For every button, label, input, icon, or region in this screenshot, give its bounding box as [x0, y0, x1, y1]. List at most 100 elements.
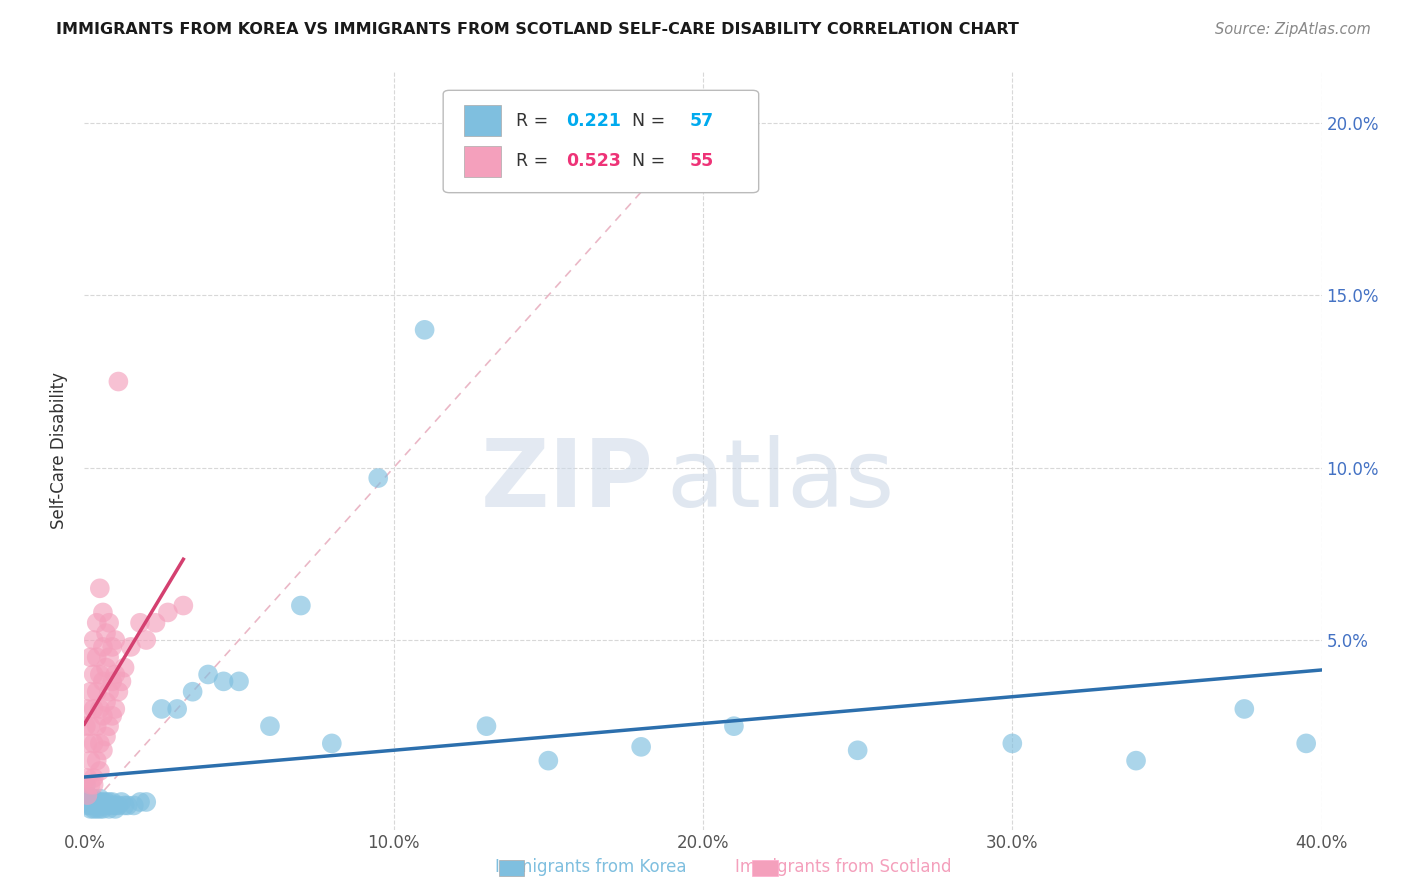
- Text: R =: R =: [516, 112, 554, 129]
- Point: [120, 640, 142, 654]
- Point: [110, 674, 132, 689]
- Point: [91, 708, 114, 723]
- Point: [114, 660, 136, 674]
- Point: [1295, 736, 1317, 750]
- Point: [630, 739, 652, 754]
- Point: [79, 798, 101, 813]
- Point: [76, 798, 98, 813]
- Point: [94, 660, 117, 674]
- Text: 0.523: 0.523: [565, 153, 620, 170]
- Point: [135, 633, 157, 648]
- Text: 0.221: 0.221: [565, 112, 620, 129]
- Point: [101, 795, 124, 809]
- Point: [76, 702, 98, 716]
- Text: ZIP: ZIP: [481, 434, 654, 527]
- Point: [79, 719, 101, 733]
- Point: [89, 736, 111, 750]
- Point: [94, 730, 117, 744]
- Point: [101, 674, 124, 689]
- Point: [94, 795, 117, 809]
- Point: [76, 788, 98, 802]
- Point: [94, 798, 117, 813]
- Point: [79, 650, 101, 665]
- Point: [172, 599, 194, 613]
- Point: [83, 802, 105, 816]
- Text: 57: 57: [689, 112, 713, 129]
- Point: [86, 684, 108, 698]
- Point: [79, 754, 101, 768]
- Point: [83, 736, 105, 750]
- Point: [367, 471, 389, 485]
- Point: [79, 795, 101, 809]
- FancyBboxPatch shape: [464, 146, 502, 177]
- Point: [86, 754, 108, 768]
- Point: [98, 684, 121, 698]
- Point: [150, 702, 173, 716]
- Point: [91, 795, 114, 809]
- Text: Source: ZipAtlas.com: Source: ZipAtlas.com: [1215, 22, 1371, 37]
- Point: [89, 802, 111, 816]
- Point: [86, 802, 108, 816]
- Point: [145, 615, 167, 630]
- Point: [104, 633, 127, 648]
- Point: [107, 375, 129, 389]
- Point: [117, 798, 139, 813]
- Point: [89, 582, 111, 596]
- Point: [723, 719, 745, 733]
- Text: N =: N =: [621, 153, 671, 170]
- Point: [83, 702, 105, 716]
- Point: [321, 736, 343, 750]
- Point: [98, 615, 121, 630]
- FancyBboxPatch shape: [464, 105, 502, 136]
- Point: [107, 684, 129, 698]
- Point: [89, 764, 111, 778]
- Point: [83, 791, 105, 805]
- Point: [98, 650, 121, 665]
- Point: [259, 719, 281, 733]
- Point: [94, 626, 117, 640]
- Point: [413, 323, 436, 337]
- Point: [91, 606, 114, 620]
- Point: [197, 667, 219, 681]
- Point: [86, 795, 108, 809]
- Point: [91, 674, 114, 689]
- Point: [98, 802, 121, 816]
- Point: [76, 736, 98, 750]
- Point: [91, 802, 114, 816]
- Point: [122, 798, 145, 813]
- Point: [76, 795, 98, 809]
- Point: [75, 778, 97, 792]
- Point: [76, 788, 98, 802]
- Point: [104, 798, 127, 813]
- Point: [75, 719, 97, 733]
- Point: [91, 798, 114, 813]
- Point: [83, 778, 105, 792]
- Point: [83, 798, 105, 813]
- Text: IMMIGRANTS FROM KOREA VS IMMIGRANTS FROM SCOTLAND SELF-CARE DISABILITY CORRELATI: IMMIGRANTS FROM KOREA VS IMMIGRANTS FROM…: [56, 22, 1019, 37]
- Point: [101, 798, 124, 813]
- Text: Immigrants from Korea: Immigrants from Korea: [495, 858, 686, 876]
- Point: [86, 650, 108, 665]
- Point: [107, 798, 129, 813]
- Point: [104, 667, 127, 681]
- Point: [98, 719, 121, 733]
- Point: [76, 771, 98, 785]
- Text: R =: R =: [516, 153, 554, 170]
- Point: [94, 695, 117, 709]
- Text: 55: 55: [689, 153, 714, 170]
- Point: [290, 599, 312, 613]
- Point: [228, 674, 250, 689]
- Point: [1001, 736, 1024, 750]
- Point: [110, 795, 132, 809]
- Point: [104, 802, 127, 816]
- Point: [79, 684, 101, 698]
- Point: [181, 684, 204, 698]
- Point: [166, 702, 188, 716]
- Point: [135, 795, 157, 809]
- Point: [86, 719, 108, 733]
- Point: [101, 640, 124, 654]
- Point: [83, 771, 105, 785]
- Y-axis label: Self-Care Disability: Self-Care Disability: [51, 372, 69, 529]
- Point: [101, 708, 124, 723]
- Point: [212, 674, 235, 689]
